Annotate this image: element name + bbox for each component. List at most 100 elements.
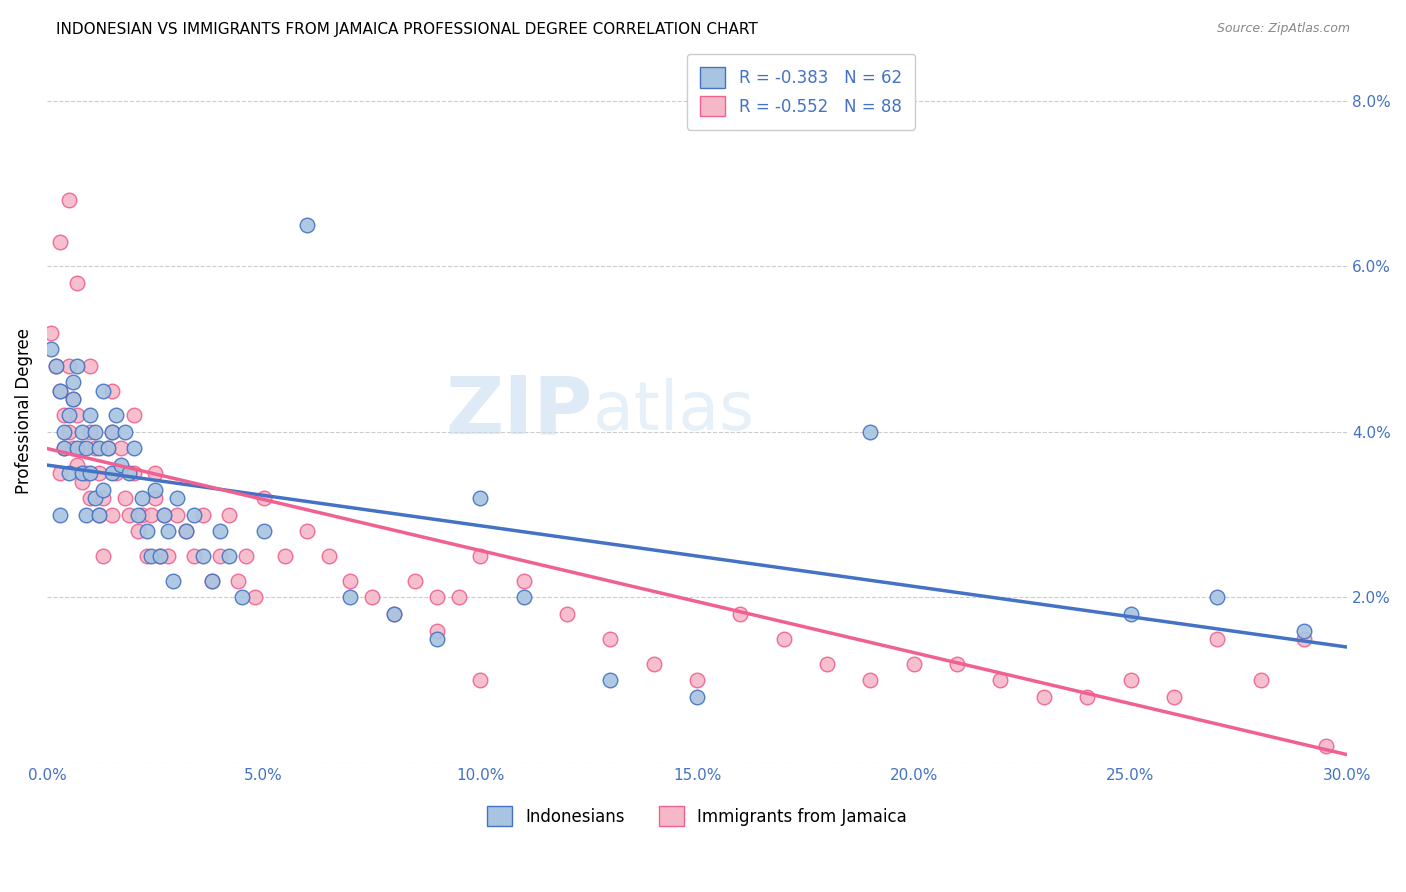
- Point: [404, 574, 426, 588]
- Point: [191, 508, 214, 522]
- Point: [110, 458, 132, 472]
- Point: [1076, 690, 1098, 704]
- Point: [643, 657, 665, 671]
- Point: [235, 549, 257, 563]
- Point: [135, 549, 157, 563]
- Point: [139, 549, 162, 563]
- Point: [58, 425, 80, 439]
- Point: [58, 194, 80, 208]
- Point: [191, 549, 214, 563]
- Point: [512, 574, 534, 588]
- Point: [903, 657, 925, 671]
- Point: [39, 342, 62, 356]
- Point: [83, 491, 105, 505]
- Point: [79, 491, 101, 505]
- Point: [226, 574, 249, 588]
- Point: [114, 491, 136, 505]
- Point: [83, 425, 105, 439]
- Point: [101, 425, 124, 439]
- Point: [79, 467, 101, 481]
- Point: [62, 376, 84, 390]
- Point: [1292, 624, 1315, 638]
- Point: [815, 657, 838, 671]
- Point: [105, 409, 128, 423]
- Point: [97, 442, 120, 456]
- Point: [45, 359, 67, 373]
- Point: [87, 442, 110, 456]
- Point: [66, 276, 89, 290]
- Point: [1119, 673, 1142, 688]
- Point: [946, 657, 969, 671]
- Point: [174, 524, 197, 539]
- Point: [1292, 632, 1315, 646]
- Point: [1315, 739, 1337, 754]
- Point: [139, 508, 162, 522]
- Point: [143, 467, 166, 481]
- Point: [1206, 632, 1229, 646]
- Text: INDONESIAN VS IMMIGRANTS FROM JAMAICA PROFESSIONAL DEGREE CORRELATION CHART: INDONESIAN VS IMMIGRANTS FROM JAMAICA PR…: [56, 22, 758, 37]
- Point: [153, 508, 176, 522]
- Point: [39, 326, 62, 340]
- Point: [166, 508, 188, 522]
- Point: [127, 524, 149, 539]
- Point: [101, 384, 124, 398]
- Point: [361, 591, 384, 605]
- Point: [218, 508, 240, 522]
- Point: [339, 574, 361, 588]
- Point: [58, 409, 80, 423]
- Point: [101, 425, 124, 439]
- Point: [70, 475, 93, 489]
- Point: [859, 425, 882, 439]
- Point: [91, 384, 114, 398]
- Point: [201, 574, 224, 588]
- Point: [53, 409, 76, 423]
- Point: [599, 632, 621, 646]
- Point: [183, 508, 205, 522]
- Point: [162, 574, 184, 588]
- Point: [209, 549, 232, 563]
- Point: [87, 508, 110, 522]
- Point: [470, 491, 492, 505]
- Point: [79, 409, 101, 423]
- Point: [252, 491, 274, 505]
- Point: [470, 673, 492, 688]
- Point: [157, 549, 180, 563]
- Point: [512, 591, 534, 605]
- Point: [118, 467, 141, 481]
- Point: [990, 673, 1012, 688]
- Point: [53, 442, 76, 456]
- Point: [87, 508, 110, 522]
- Point: [426, 624, 449, 638]
- Point: [295, 524, 318, 539]
- Point: [135, 524, 157, 539]
- Point: [101, 508, 124, 522]
- Point: [772, 632, 794, 646]
- Point: [122, 442, 145, 456]
- Point: [62, 392, 84, 406]
- Point: [49, 384, 72, 398]
- Point: [83, 442, 105, 456]
- Point: [49, 508, 72, 522]
- Point: [66, 442, 89, 456]
- Point: [730, 607, 752, 621]
- Point: [1250, 673, 1272, 688]
- Point: [70, 442, 93, 456]
- Point: [49, 384, 72, 398]
- Point: [153, 508, 176, 522]
- Point: [318, 549, 340, 563]
- Point: [686, 690, 709, 704]
- Point: [1206, 591, 1229, 605]
- Point: [426, 632, 449, 646]
- Point: [75, 442, 97, 456]
- Point: [166, 491, 188, 505]
- Point: [149, 549, 172, 563]
- Point: [105, 467, 128, 481]
- Point: [66, 409, 89, 423]
- Point: [131, 491, 153, 505]
- Point: [1032, 690, 1054, 704]
- Point: [231, 591, 253, 605]
- Point: [447, 591, 470, 605]
- Point: [45, 359, 67, 373]
- Point: [243, 591, 266, 605]
- Point: [79, 425, 101, 439]
